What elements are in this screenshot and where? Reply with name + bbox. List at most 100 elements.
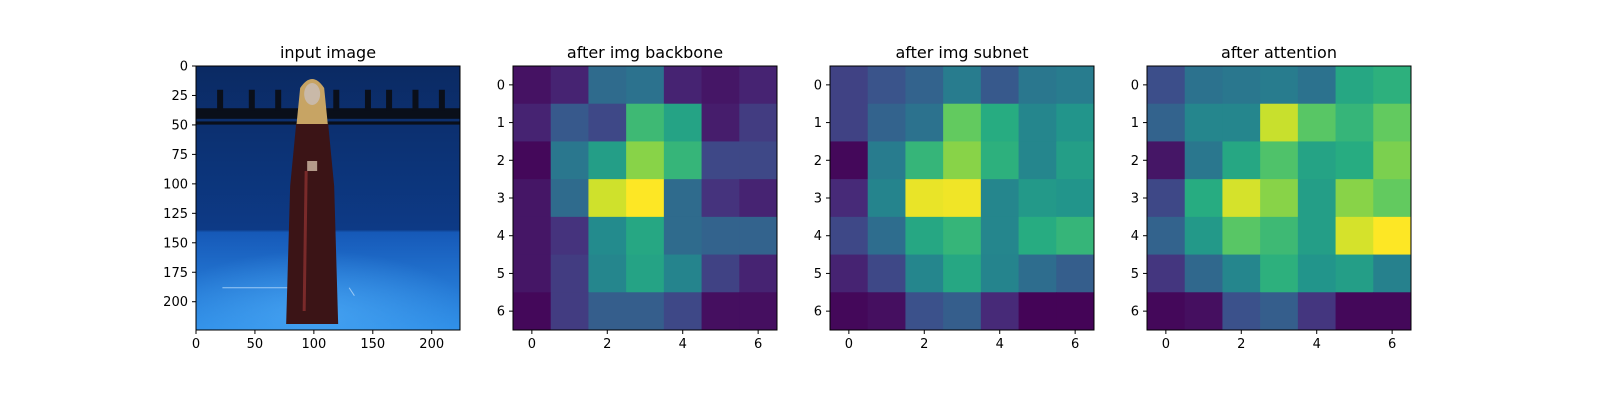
photo-rig-bar-lower — [196, 121, 460, 125]
heatmap-cell — [1373, 103, 1412, 142]
y-tick-label: 4 — [814, 229, 822, 244]
heatmap-cell — [550, 216, 589, 256]
heatmap-cell — [626, 179, 665, 218]
heatmap-cell — [905, 179, 944, 218]
x-tick-label: 0 — [192, 337, 200, 352]
y-tick-label: 1 — [1131, 116, 1139, 131]
heatmap-cell — [588, 103, 627, 142]
panel-1: input image 0 50 100 150 200 0 25 50 75 100 125 150 1… — [163, 43, 461, 352]
y-tick-label: 0 — [814, 78, 822, 93]
heatmap-cell — [1147, 254, 1186, 293]
heatmap-cell — [1184, 292, 1223, 331]
heatmap-cell — [867, 292, 906, 331]
heatmap-cell — [1147, 66, 1186, 105]
heatmap-cell — [1222, 141, 1261, 180]
x-tick-label: 2 — [603, 337, 611, 352]
x-tick-label: 6 — [1388, 337, 1396, 352]
heatmap-cell — [1297, 66, 1337, 105]
heatmap-cell — [980, 179, 1020, 218]
photo-light-fixture — [275, 89, 282, 111]
heatmap-cell — [1056, 254, 1095, 293]
heatmap-cell — [1056, 141, 1095, 180]
photo-dress — [286, 124, 339, 324]
heatmap-cell — [1373, 179, 1412, 218]
heatmap-cell — [1373, 66, 1412, 105]
heatmap-cell — [550, 179, 589, 218]
heatmap-cell — [663, 66, 703, 105]
y-tick-label: 6 — [814, 305, 822, 320]
heatmap-cell — [588, 66, 627, 105]
heatmap-cell — [1184, 141, 1223, 180]
heatmap-cell — [1335, 292, 1374, 331]
x-tick-label: 0 — [845, 337, 853, 352]
heatmap-cell — [513, 103, 552, 142]
heatmap-cell — [1222, 254, 1261, 293]
heatmap-cell — [980, 292, 1020, 331]
heatmap-cell — [513, 141, 552, 180]
heatmap-cell — [1373, 292, 1412, 331]
heatmap-cell — [1373, 254, 1412, 293]
heatmap-cell — [1222, 216, 1261, 256]
photo-light-fixture — [438, 89, 445, 111]
y-tick-label: 4 — [1131, 229, 1139, 244]
x-tick-label: 4 — [1313, 337, 1321, 352]
y-tick-label: 125 — [163, 207, 188, 222]
heatmap-cell — [943, 292, 982, 331]
y-tick-label: 3 — [1131, 192, 1139, 207]
photo-light-fixture — [333, 89, 340, 111]
panel-title: input image — [280, 43, 376, 62]
heatmap-cell — [867, 254, 906, 293]
heatmap-cell — [1260, 179, 1299, 218]
heatmap-cell — [550, 254, 589, 293]
panel-4: after attention 0 2 4 6 0 1 2 3 4 5 6 — [1131, 43, 1412, 352]
photo-light-fixture — [386, 89, 393, 111]
x-tick-label: 200 — [419, 337, 444, 352]
y-tick-label: 1 — [814, 116, 822, 131]
heatmap-cell — [701, 141, 740, 180]
heatmap-cell — [1184, 179, 1223, 218]
x-tick-label: 100 — [301, 337, 326, 352]
heatmap-cell — [1056, 292, 1095, 331]
x-tick-label: 6 — [1071, 337, 1079, 352]
heatmap-cell — [701, 254, 740, 293]
heatmap-cell — [626, 141, 665, 180]
heatmap-cell — [830, 254, 869, 293]
photo-dress-sash — [302, 170, 308, 312]
heatmap-cell — [943, 254, 982, 293]
heatmap-cell — [701, 292, 740, 331]
heatmap-cell — [943, 66, 982, 105]
heatmap-cell — [1260, 66, 1299, 105]
heatmap-cell — [513, 292, 552, 331]
y-tick-label: 175 — [163, 266, 188, 281]
y-tick-label: 4 — [497, 229, 505, 244]
heatmap-cell — [980, 254, 1020, 293]
heatmap-cell — [943, 103, 982, 142]
heatmap-cell — [980, 66, 1020, 105]
heatmap-cell — [588, 141, 627, 180]
heatmap-cell — [1222, 66, 1261, 105]
x-tick-label: 4 — [996, 337, 1004, 352]
heatmap-cell — [588, 254, 627, 293]
photo — [196, 66, 460, 330]
heatmap-cell — [1335, 141, 1374, 180]
heatmap-cell — [867, 216, 906, 256]
heatmap-cell — [1018, 216, 1057, 256]
photo-light-fixture — [248, 89, 255, 111]
heatmap-cell — [739, 216, 778, 256]
heatmap-cell — [905, 103, 944, 142]
y-tick-label: 6 — [497, 305, 505, 320]
heatmap-cell — [1373, 141, 1412, 180]
photo-light-fixture — [364, 89, 371, 111]
heatmap-cell — [980, 216, 1020, 256]
heatmap-cell — [1056, 103, 1095, 142]
heatmap-cell — [830, 292, 869, 331]
heatmap-cell — [867, 66, 906, 105]
heatmap-cell — [1260, 216, 1299, 256]
heatmap-cell — [830, 179, 869, 218]
heatmap-cell — [739, 141, 778, 180]
heatmap-cell — [1184, 254, 1223, 293]
heatmap-cell — [550, 103, 589, 142]
axes-frame — [195, 65, 461, 331]
heatmap-cell — [1147, 292, 1186, 331]
heatmap-cell — [739, 254, 778, 293]
